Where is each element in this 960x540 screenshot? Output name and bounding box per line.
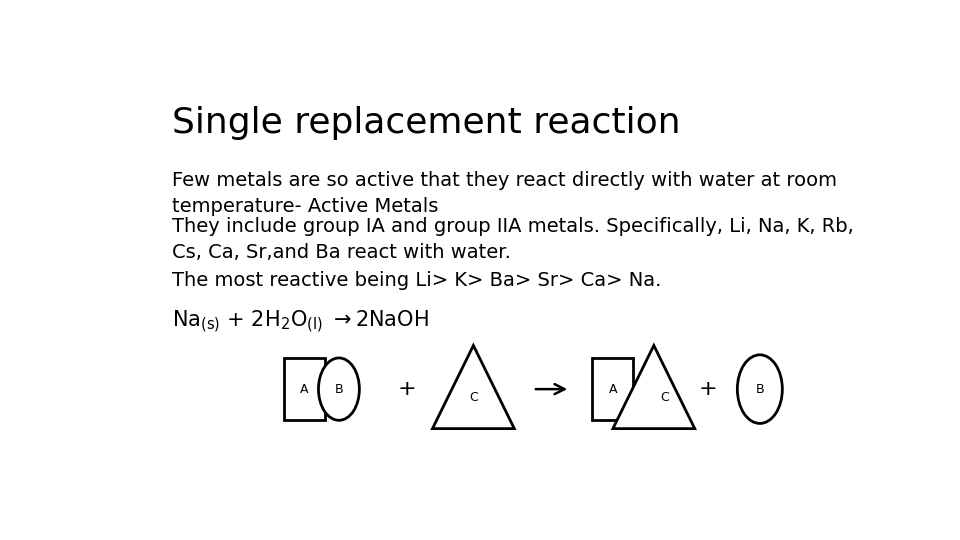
Text: Na$_{\sf (s)}$ + 2H$_{\sf 2}$O$_{\sf (l)}$ $\rightarrow$2NaOH: Na$_{\sf (s)}$ + 2H$_{\sf 2}$O$_{\sf (l)… (172, 308, 429, 335)
Text: Few metals are so active that they react directly with water at room
temperature: Few metals are so active that they react… (172, 171, 837, 217)
Bar (284, 358, 324, 420)
Text: B: B (335, 383, 344, 396)
Text: A: A (300, 383, 308, 396)
Text: Single replacement reaction: Single replacement reaction (172, 106, 681, 140)
Text: A: A (609, 383, 617, 396)
Ellipse shape (319, 358, 359, 420)
Text: They include group IA and group IIA metals. Specifically, Li, Na, K, Rb,
Cs, Ca,: They include group IA and group IIA meta… (172, 217, 853, 262)
Polygon shape (432, 346, 515, 429)
Polygon shape (612, 346, 695, 429)
Ellipse shape (737, 355, 782, 423)
Text: B: B (756, 383, 764, 396)
Text: The most reactive being Li> K> Ba> Sr> Ca> Na.: The most reactive being Li> K> Ba> Sr> C… (172, 271, 661, 289)
Text: +: + (699, 379, 717, 399)
Text: +: + (397, 379, 416, 399)
Bar (592, 358, 634, 420)
Text: C: C (469, 391, 478, 404)
Text: C: C (660, 391, 669, 404)
